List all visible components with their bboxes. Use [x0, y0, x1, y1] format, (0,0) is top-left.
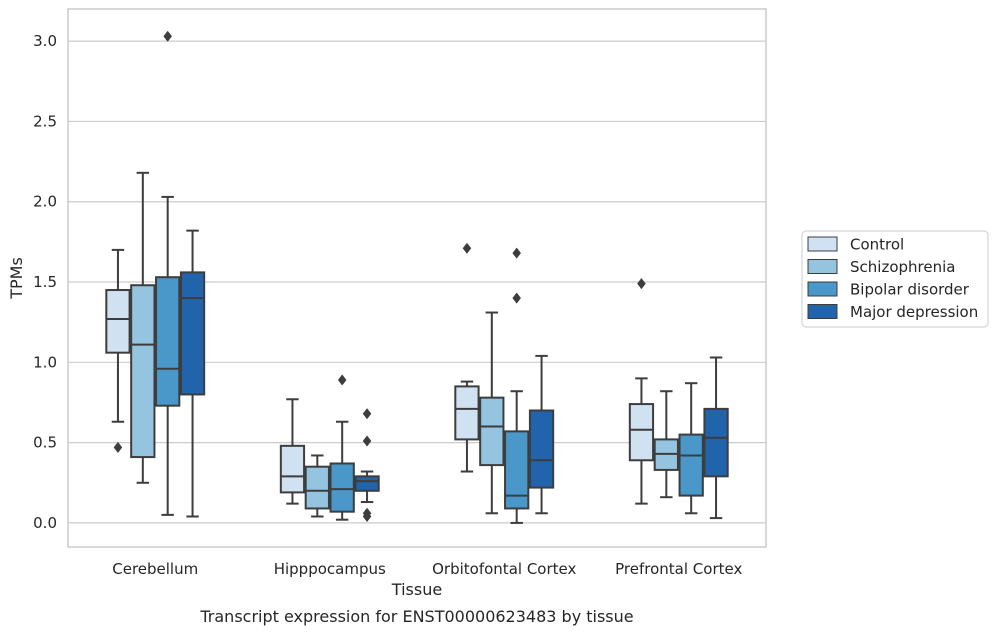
- boxes: [105, 30, 729, 524]
- plot-frame: [67, 8, 767, 548]
- x-tick-label: Cerebellum: [112, 560, 198, 578]
- box-major-depression: [528, 354, 555, 515]
- box-control: [454, 242, 480, 473]
- box-iqr: [678, 433, 704, 497]
- x-tick-labels: Cerebellum Hipppocampus Orbitofontal Corte…: [112, 560, 742, 578]
- y-tick-label: 2.0: [33, 193, 57, 211]
- box-control: [279, 398, 306, 505]
- chart-caption: Transcript expression for ENST0000062348…: [199, 607, 633, 626]
- outlier-point: [512, 292, 521, 304]
- x-tick-label: Orbitofontal Cortex: [432, 560, 576, 578]
- y-tick-label: 0.5: [33, 434, 57, 452]
- legend-swatch: [807, 304, 838, 319]
- legend-label: Control: [850, 236, 904, 254]
- outlier-point: [512, 247, 521, 259]
- legend-swatch: [807, 281, 838, 297]
- box-iqr: [130, 284, 156, 459]
- outlier-point: [637, 278, 646, 290]
- box-major-depression: [703, 356, 729, 520]
- outlier-point: [362, 510, 372, 523]
- box-control: [105, 248, 131, 454]
- box-iqr: [179, 271, 206, 396]
- outlier-point: [337, 374, 347, 386]
- legend-swatch: [807, 259, 838, 274]
- legend-label: Schizophrenia: [850, 258, 955, 276]
- legend-label: Bipolar disorder: [850, 281, 970, 299]
- legend-label: Major depression: [850, 303, 978, 321]
- outlier-point: [462, 242, 472, 254]
- outlier-point: [362, 408, 372, 420]
- legend: Control Schizophrenia Bipolar disorder Majo…: [801, 230, 989, 328]
- box-control: [628, 278, 655, 505]
- box-iqr: [479, 396, 505, 467]
- box-bipolar-disorder: [155, 30, 181, 516]
- box-iqr: [628, 403, 655, 462]
- box-iqr: [504, 430, 530, 510]
- box-iqr: [329, 462, 355, 513]
- box-major-depression: [179, 229, 206, 518]
- box-schizophrenia: [479, 311, 505, 515]
- y-tick-label: 2.5: [33, 112, 57, 130]
- box-bipolar-disorder: [504, 247, 530, 524]
- outlier-point: [113, 441, 123, 454]
- box-schizophrenia: [653, 390, 679, 499]
- box-iqr: [528, 409, 555, 489]
- y-tick-labels: 0.0 0.5 1.0 1.5 2.0 2.5 3.0: [33, 32, 57, 532]
- box-iqr: [279, 444, 306, 494]
- box-iqr: [354, 475, 380, 492]
- y-axis-title: TPMs: [7, 257, 26, 300]
- x-axis-title: Tissue: [391, 580, 442, 599]
- legend-frame: [801, 230, 989, 328]
- y-tick-label: 1.5: [33, 273, 57, 291]
- y-tick-label: 1.0: [33, 353, 57, 371]
- x-tick-label: Hipppocampus: [274, 560, 386, 578]
- box-major-depression: [354, 408, 380, 523]
- box-schizophrenia: [130, 171, 156, 484]
- box-iqr: [454, 385, 480, 441]
- legend-swatch: [807, 236, 838, 252]
- y-tick-label: 0.0: [33, 514, 57, 532]
- box-bipolar-disorder: [678, 382, 704, 515]
- box-iqr: [105, 289, 131, 354]
- box-iqr: [304, 465, 330, 510]
- y-tick-label: 3.0: [33, 32, 57, 50]
- box-iqr: [155, 276, 181, 407]
- box-schizophrenia: [304, 454, 330, 518]
- outlier-point: [163, 30, 172, 42]
- box-bipolar-disorder: [329, 374, 355, 521]
- x-tick-label: Prefrontal Cortex: [615, 560, 742, 578]
- outlier-point: [362, 435, 372, 447]
- box-iqr: [703, 407, 729, 478]
